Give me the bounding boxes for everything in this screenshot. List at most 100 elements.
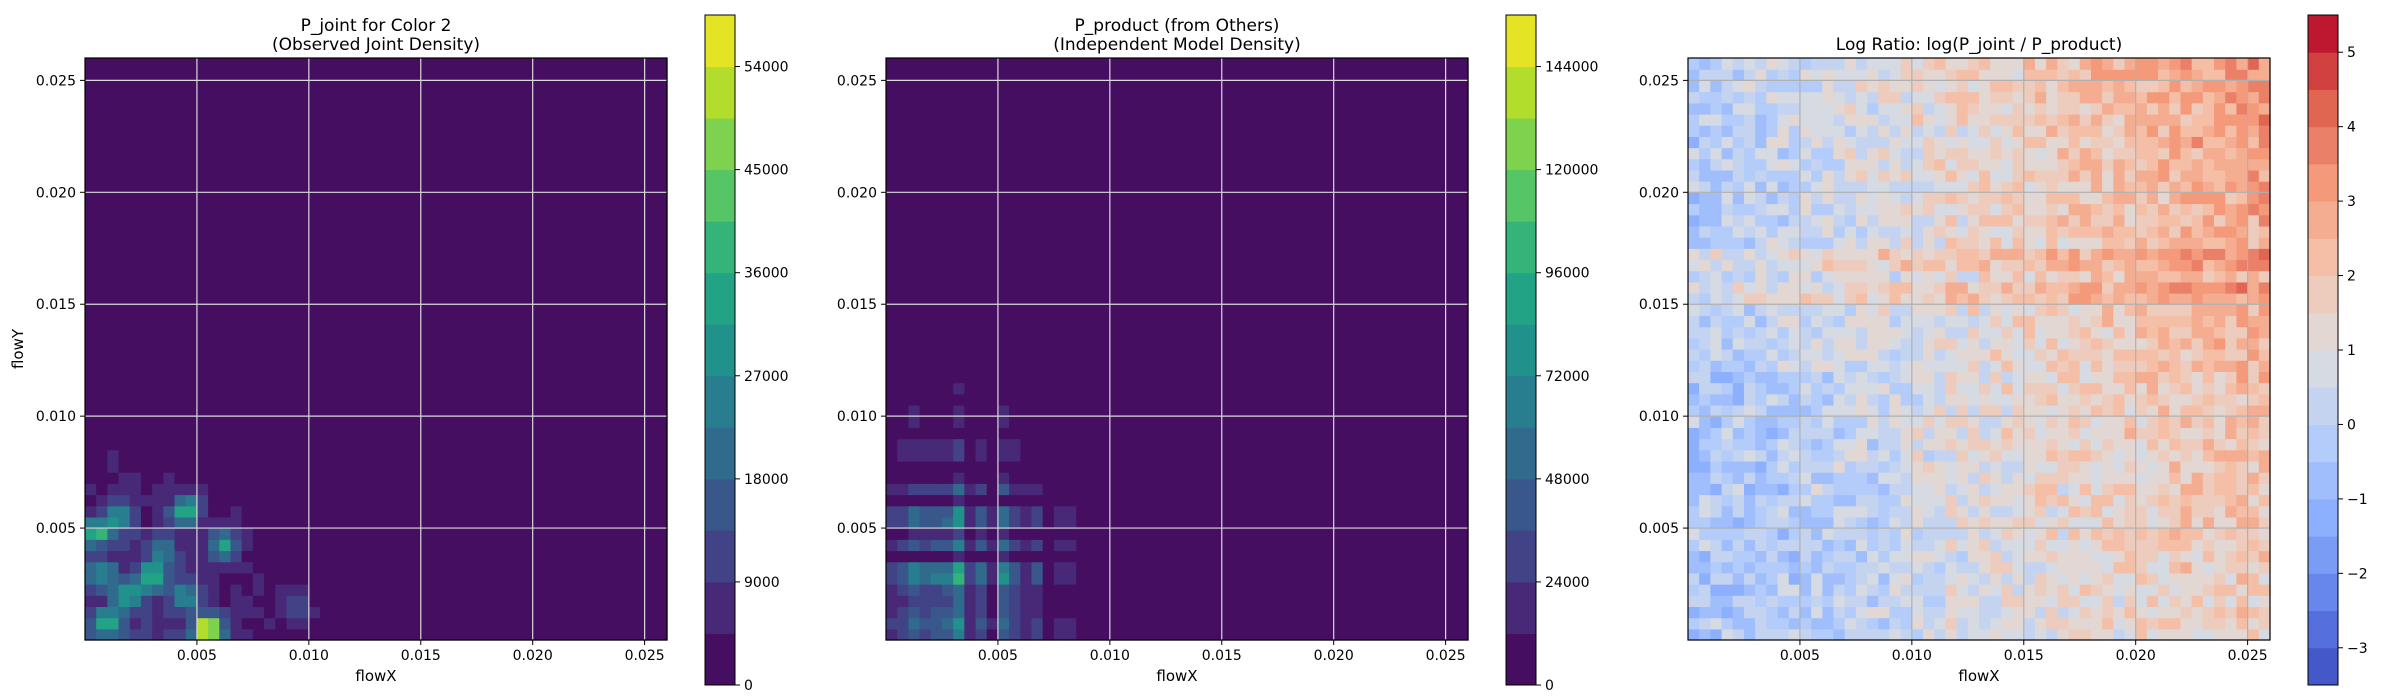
- heatmap-cell: [96, 270, 108, 283]
- heatmap-cell: [443, 113, 455, 126]
- heatmap-cell: [510, 192, 523, 205]
- heatmap-cell: [886, 326, 898, 339]
- heatmap-cell: [986, 505, 999, 518]
- heatmap-cell: [1165, 326, 1178, 339]
- heatmap-cell: [1322, 427, 1335, 440]
- heatmap-cell: [577, 438, 590, 451]
- heatmap-cell: [219, 505, 232, 518]
- heatmap-cell: [1356, 516, 1368, 529]
- heatmap-cell: [208, 595, 220, 608]
- heatmap-cell: [208, 158, 220, 171]
- heatmap-cell: [1177, 304, 1189, 317]
- heatmap-cell: [85, 349, 97, 361]
- heatmap-cell: [1423, 416, 1436, 428]
- heatmap-cell: [633, 113, 646, 126]
- heatmap-cell: [1244, 606, 1256, 619]
- heatmap-cell: [1344, 225, 1357, 238]
- heatmap-cell: [398, 113, 411, 126]
- heatmap-cell: [1210, 606, 1223, 619]
- heatmap-cell: [353, 371, 366, 384]
- heatmap-cell: [1109, 192, 1122, 205]
- heatmap-cell: [387, 550, 399, 563]
- heatmap-cell: [577, 628, 590, 641]
- heatmap-cell: [420, 304, 433, 317]
- heatmap-cell: [208, 460, 220, 473]
- heatmap-cell: [1400, 438, 1413, 451]
- heatmap-cell: [1154, 371, 1167, 384]
- heatmap-cell: [264, 628, 276, 641]
- heatmap-cell: [342, 595, 355, 608]
- heatmap-cell: [1322, 595, 1335, 608]
- heatmap-cell: [622, 158, 635, 171]
- heatmap-cell: [487, 337, 500, 350]
- heatmap-cell: [1009, 404, 1021, 417]
- heatmap-cell: [308, 125, 321, 137]
- heatmap-cell: [543, 91, 556, 104]
- heatmap-cell: [1221, 281, 1234, 294]
- heatmap-cell: [1109, 528, 1122, 540]
- heatmap-cell: [1121, 505, 1133, 518]
- heatmap-cell: [118, 349, 131, 361]
- heatmap-cell: [1199, 259, 1212, 272]
- heatmap-cell: [443, 438, 455, 451]
- heatmap-cell: [398, 248, 411, 261]
- heatmap-cell: [174, 58, 187, 70]
- heatmap-cell: [398, 494, 411, 507]
- heatmap-cell: [1344, 214, 1357, 227]
- heatmap-cell: [387, 192, 399, 205]
- heatmap-cell: [588, 617, 601, 630]
- heatmap-cell: [577, 539, 590, 552]
- heatmap-cell: [196, 572, 209, 585]
- heatmap-cell: [129, 460, 142, 473]
- heatmap-cell: [320, 371, 332, 384]
- heatmap-cell: [465, 58, 478, 70]
- heatmap-cell: [1188, 203, 1200, 216]
- heatmap-cell: [476, 136, 489, 149]
- heatmap-cell: [185, 371, 198, 384]
- heatmap-cell: [443, 460, 455, 473]
- heatmap-cell: [1143, 393, 1156, 406]
- heatmap-cell: [1177, 181, 1189, 193]
- heatmap-cell: [908, 169, 921, 182]
- heatmap-cell: [566, 147, 579, 160]
- heatmap-cell: [320, 69, 332, 81]
- heatmap-cell: [1311, 550, 1324, 563]
- heatmap-cell: [219, 595, 232, 608]
- heatmap-cell: [499, 259, 511, 272]
- heatmap-cell: [1423, 360, 1436, 372]
- heatmap-cell: [476, 494, 489, 507]
- heatmap-cell: [1221, 606, 1234, 619]
- heatmap-cell: [320, 360, 332, 372]
- heatmap-cell: [409, 113, 422, 126]
- heatmap-cell: [1188, 169, 1200, 182]
- heatmap-cell: [376, 337, 388, 350]
- heatmap-cell: [611, 393, 623, 406]
- heatmap-cell: [555, 427, 567, 440]
- heatmap-cell: [1121, 248, 1133, 261]
- heatmap-cell: [886, 393, 898, 406]
- heatmap-cell: [1132, 595, 1145, 608]
- heatmap-cell: [1210, 158, 1223, 171]
- heatmap-cell: [443, 214, 455, 227]
- heatmap-cell: [555, 404, 567, 417]
- heatmap-cell: [152, 438, 164, 451]
- heatmap-cell: [1109, 572, 1122, 585]
- heatmap-cell: [297, 572, 310, 585]
- heatmap-cell: [611, 281, 623, 294]
- heatmap-cell: [1053, 315, 1066, 328]
- heatmap-cell: [85, 460, 97, 473]
- heatmap-cell: [588, 326, 601, 339]
- heatmap-cell: [443, 158, 455, 171]
- heatmap-cell: [886, 472, 898, 484]
- heatmap-cell: [107, 181, 120, 193]
- heatmap-cell: [1199, 214, 1212, 227]
- heatmap-cell: [1020, 382, 1033, 395]
- heatmap-cell: [1445, 169, 1458, 182]
- heatmap-cell: [510, 125, 523, 137]
- heatmap-cell: [1378, 181, 1391, 193]
- heatmap-cell: [1255, 449, 1268, 462]
- heatmap-cell: [487, 528, 500, 540]
- heatmap-cell: [622, 572, 635, 585]
- heatmap-cell: [1031, 472, 1044, 484]
- heatmap-cell: [1434, 494, 1447, 507]
